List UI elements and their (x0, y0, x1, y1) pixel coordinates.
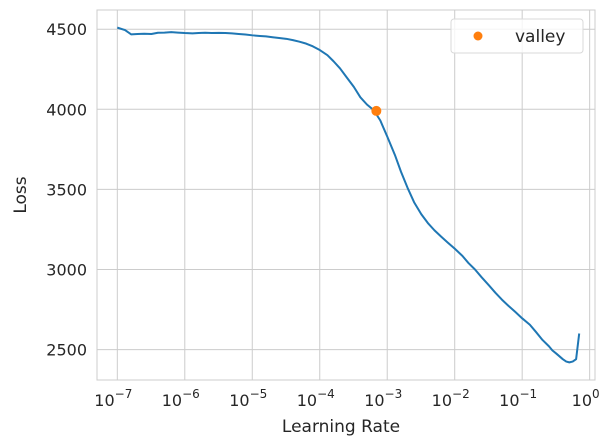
x-tick-label: 10−1 (499, 387, 537, 410)
series-layer (117, 26, 581, 364)
x-tick-label: 10−5 (229, 387, 267, 410)
y-tick-label: 4500 (46, 20, 87, 39)
x-tick-label: 10−4 (297, 387, 335, 410)
y-tick-label: 3000 (46, 260, 87, 279)
y-tick-label: 2500 (46, 341, 87, 360)
x-tick-label: 10−2 (432, 387, 470, 410)
plot-frame (96, 9, 596, 381)
x-tick-labels: 10−7 10−6 10−5 10−4 10−3 10−2 10−1 100 (94, 387, 599, 410)
x-tick-label: 10−6 (162, 387, 200, 410)
legend-marker-valley (473, 31, 483, 41)
y-tick-label: 3500 (46, 180, 87, 199)
y-tick-label: 4000 (46, 100, 87, 119)
valley-marker (371, 105, 382, 116)
x-axis-label: Learning Rate (282, 417, 400, 437)
legend: valley (450, 18, 584, 54)
x-tick-label: 10−7 (94, 387, 132, 410)
legend-label-valley: valley (515, 27, 565, 47)
loss-series-line (117, 26, 581, 364)
grid-lines (97, 10, 595, 380)
y-axis-label: Loss (11, 176, 31, 213)
x-tick-label: 10−3 (364, 387, 402, 410)
y-tick-labels: 2500 3000 3500 4000 4500 (46, 20, 87, 359)
x-tick-label: 100 (572, 387, 600, 410)
marker-layer (371, 105, 382, 116)
legend-box (450, 18, 584, 54)
